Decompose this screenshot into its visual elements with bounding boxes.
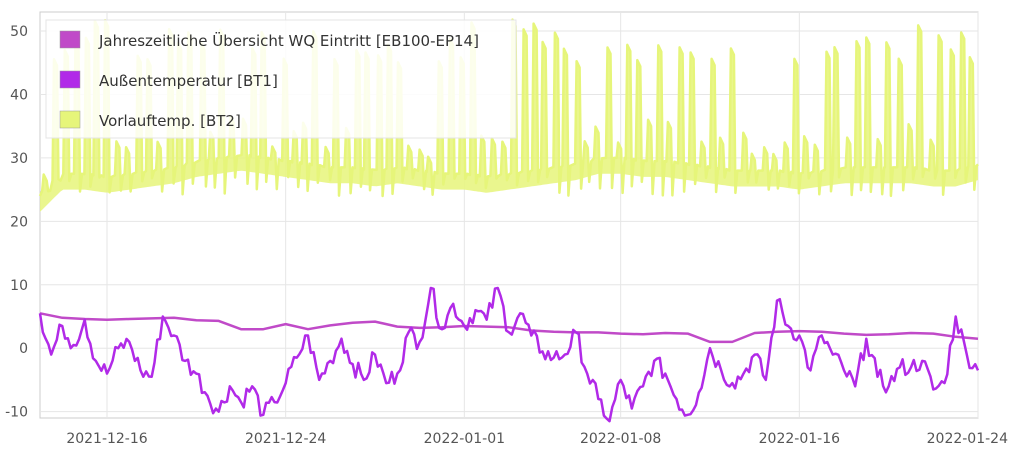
legend-box [45, 19, 517, 139]
series-area-layer [40, 19, 978, 212]
x-tick-label: 2022-01-24 [927, 431, 1008, 447]
eb100-series-line [39, 312, 979, 344]
grid [39, 11, 979, 419]
vorlauf-series-line [38, 18, 979, 198]
x-tick-label: 2021-12-16 [66, 431, 147, 447]
legend-swatch [59, 30, 81, 49]
vorlauf-area [40, 19, 978, 212]
y-tick-label: 10 [10, 278, 28, 294]
legend-swatch [59, 110, 81, 129]
y-tick-label: 50 [10, 24, 28, 40]
x-tick-label: 2021-12-24 [245, 431, 326, 447]
y-tick-label: 0 [19, 341, 28, 357]
series-line-layer [38, 18, 980, 423]
x-tick-label: 2022-01-08 [580, 431, 661, 447]
y-tick-label: 40 [10, 87, 28, 103]
legend-swatch [59, 70, 81, 89]
bt1-series-line [38, 286, 980, 423]
y-tick-label: -10 [5, 405, 28, 421]
legend: Jahreszeitliche Übersicht WQ Eintritt [E… [45, 19, 517, 139]
y-tick-label: 20 [10, 214, 28, 230]
x-tick-label: 2022-01-16 [759, 431, 840, 447]
axis-tick-labels: -10 0 10 20 30 40 50 2021-12-16 2021-12-24 2022-0… [5, 24, 1008, 447]
legend-label: Vorlauftemp. [BT2] [99, 112, 241, 130]
y-tick-label: 30 [10, 151, 28, 167]
legend-label: Außentemperatur [BT1] [99, 72, 278, 90]
x-tick-label: 2022-01-01 [424, 431, 505, 447]
legend-label: Jahreszeitliche Übersicht WQ Eintritt [E… [98, 31, 479, 50]
